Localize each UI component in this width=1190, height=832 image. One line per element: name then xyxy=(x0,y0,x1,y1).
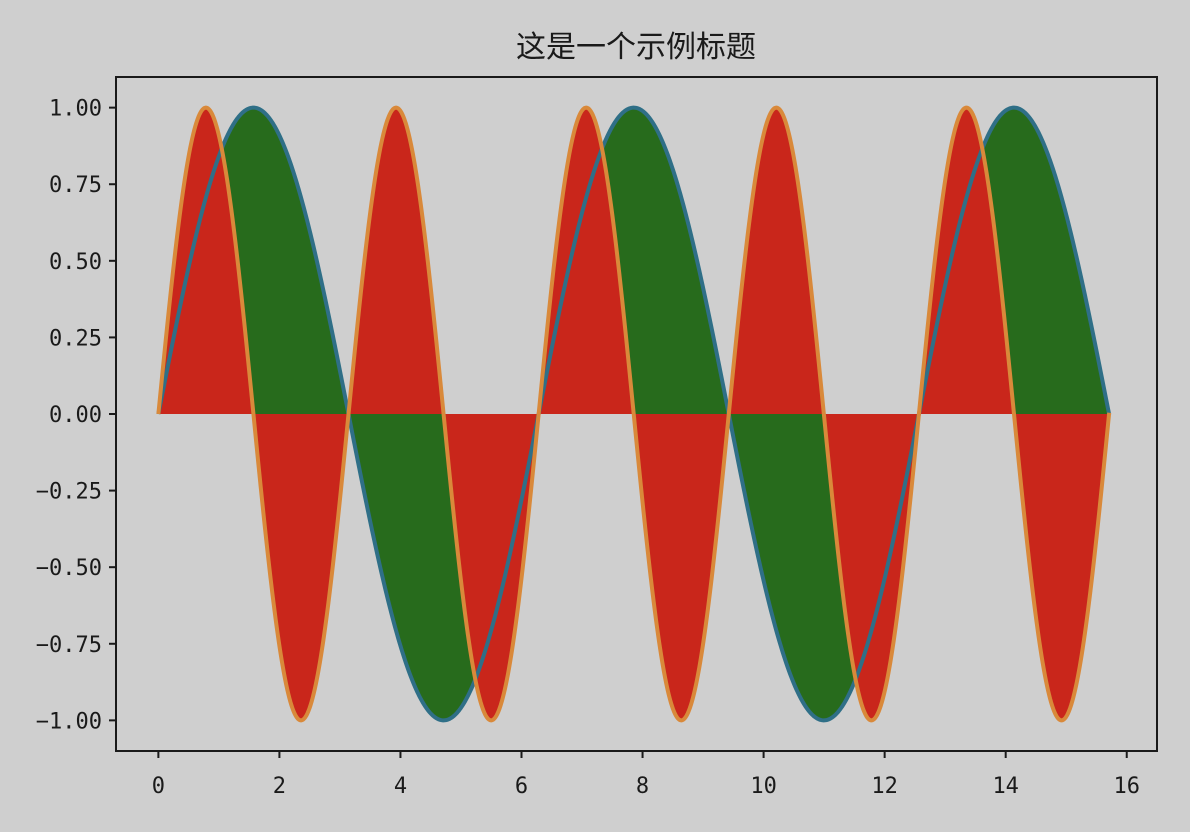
x-tick-label: 8 xyxy=(636,774,649,799)
y-tick-label: 0.75 xyxy=(49,173,102,198)
series-line-1 xyxy=(156,105,1112,723)
plot-lines xyxy=(156,105,1112,723)
y-tick-label: 0.50 xyxy=(49,250,102,275)
x-tick-label: 2 xyxy=(273,774,286,799)
y-tick-label: 0.25 xyxy=(49,326,102,351)
x-tick-label: 12 xyxy=(871,774,898,799)
y-axis: 1.00 0.75 0.50 0.25 0.00 −0.25 −0.50 −0.75 −1.00 xyxy=(36,97,116,734)
chart-title: 这是一个示例标题 xyxy=(516,30,756,65)
y-tick-label: −0.50 xyxy=(36,556,102,581)
y-tick-label: −0.25 xyxy=(36,480,102,505)
x-tick-label: 4 xyxy=(394,774,407,799)
x-axis: 0 2 4 6 8 10 12 14 16 xyxy=(152,751,1140,799)
y-tick-label: −1.00 xyxy=(36,709,102,734)
y-tick-label: 0.00 xyxy=(49,403,102,428)
x-tick-label: 14 xyxy=(992,774,1019,799)
x-tick-label: 0 xyxy=(152,774,165,799)
x-tick-label: 10 xyxy=(750,774,777,799)
x-tick-label: 16 xyxy=(1113,774,1140,799)
x-tick-label: 6 xyxy=(515,774,528,799)
y-tick-label: 1.00 xyxy=(49,97,102,122)
series-line-2 xyxy=(156,105,1112,723)
y-tick-label: −0.75 xyxy=(36,633,102,658)
